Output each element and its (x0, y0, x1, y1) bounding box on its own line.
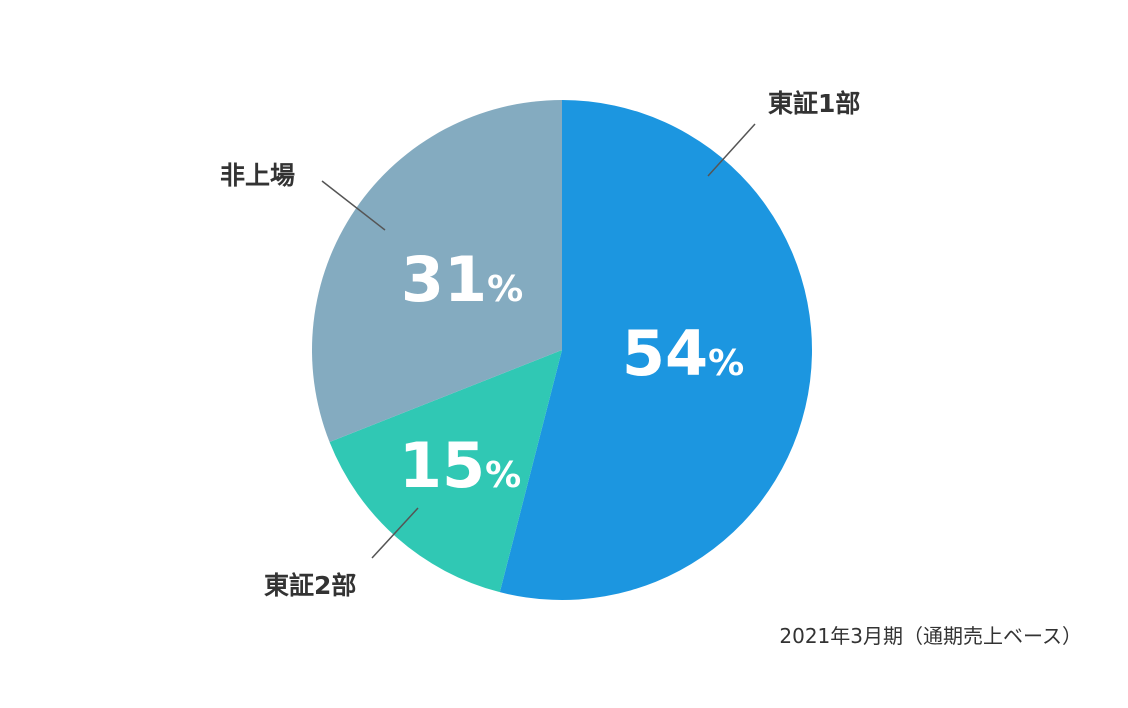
slice-category-label: 非上場 (220, 161, 295, 190)
leader-lines (321, 123, 756, 559)
leader-line (707, 123, 756, 177)
slice-category-label: 東証2部 (264, 571, 356, 600)
slice-category-label: 東証1部 (768, 89, 860, 118)
pie-slice (311, 100, 562, 443)
pie-slice (329, 350, 562, 593)
slice-percent-label: 15% (399, 429, 521, 502)
slice-percent-label: 31% (401, 243, 523, 316)
pie-slices (311, 100, 812, 600)
footnote: 2021年3月期（通期売上ベース） (779, 624, 1082, 648)
leader-line (371, 507, 419, 559)
pie-labels: 54% 東証1部 15% 東証2部 31% 非上場 (220, 89, 860, 600)
pie-slice (499, 100, 812, 600)
leader-line (321, 180, 386, 231)
slice-percent-label: 54% (622, 317, 744, 390)
